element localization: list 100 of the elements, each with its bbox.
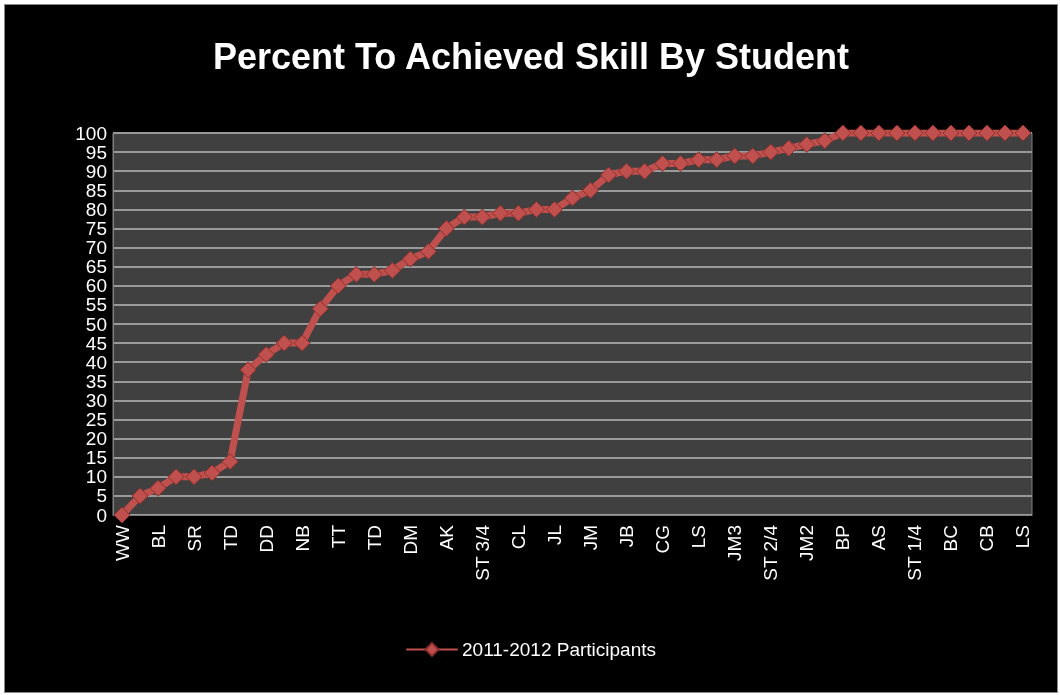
point [131, 487, 149, 505]
y-tick-label: 0 [96, 504, 107, 526]
x-tick-label: WW [111, 524, 133, 561]
point [311, 300, 329, 318]
y-tick-label: 35 [85, 370, 107, 392]
y-tick-label: 80 [85, 198, 107, 220]
point [600, 166, 618, 184]
point [906, 124, 924, 142]
x-tick-label: ST 3/4 [471, 524, 493, 581]
point [780, 139, 798, 157]
chart-title: Percent To Achieved Skill By Student [212, 35, 850, 77]
point [762, 143, 780, 161]
x-tick-label: JB [616, 525, 638, 548]
x-tick-label: BP [832, 525, 854, 551]
point [798, 135, 816, 153]
point [491, 204, 509, 222]
point [654, 155, 672, 173]
point [870, 124, 888, 142]
point [978, 124, 996, 142]
point [185, 468, 203, 486]
y-tick-label: 65 [85, 256, 107, 278]
point [509, 204, 527, 222]
point [113, 506, 131, 524]
x-tick-label: AS [868, 525, 890, 551]
x-tick-label: ST 2/4 [760, 524, 782, 581]
x-tick-label: CG [652, 525, 674, 554]
point [473, 208, 491, 226]
point [545, 200, 563, 218]
y-tick-label: 40 [85, 351, 107, 373]
x-tick-label: JM3 [724, 525, 746, 561]
x-tick-label: TT [327, 524, 349, 549]
point [275, 334, 293, 352]
y-tick-label: 10 [85, 466, 107, 488]
point [437, 220, 455, 237]
point [852, 124, 870, 142]
point [419, 242, 437, 260]
point [672, 155, 690, 173]
x-tick-label: BC [940, 525, 962, 552]
y-tick-label: 95 [85, 141, 107, 163]
point [744, 147, 762, 165]
point [149, 479, 167, 497]
x-tick-label: SR [183, 525, 205, 552]
point [996, 124, 1014, 142]
point [582, 181, 600, 199]
y-tick-label: 90 [85, 160, 107, 182]
point [708, 151, 726, 169]
x-tick-label: BL [147, 525, 169, 549]
y-tick-label: 30 [85, 389, 107, 411]
y-tick-label: 45 [85, 332, 107, 354]
point [888, 124, 906, 142]
legend-label: 2011-2012 Participants [462, 639, 656, 660]
y-tick-label: 5 [96, 485, 107, 507]
x-tick-label: JM2 [796, 525, 818, 561]
x-tick-label: JM [580, 525, 602, 551]
point [365, 265, 383, 283]
point [401, 250, 419, 268]
x-tick-label: CL [507, 525, 529, 550]
x-tick-label: CB [976, 525, 998, 552]
y-tick-label: 15 [85, 447, 107, 469]
point [942, 124, 960, 142]
point [455, 208, 473, 226]
x-tick-label: JL [543, 525, 565, 546]
y-tick-label: 50 [85, 313, 107, 335]
point [834, 124, 852, 142]
y-tick-label: 70 [85, 237, 107, 259]
point [347, 265, 365, 283]
point [618, 162, 636, 180]
point [816, 132, 834, 150]
point [1014, 124, 1032, 142]
x-tick-label: ST 1/4 [904, 524, 926, 581]
y-tick-label: 20 [85, 428, 107, 450]
x-tick-label: LS [1012, 525, 1034, 549]
point [726, 147, 744, 165]
point [167, 468, 185, 486]
point [293, 334, 311, 352]
y-tick-label: 55 [85, 294, 107, 316]
point [924, 124, 942, 142]
x-tick-label: TD [363, 525, 385, 551]
point [636, 162, 654, 180]
x-tick-label: DM [399, 525, 421, 555]
point [527, 200, 545, 218]
y-tick-label: 75 [85, 218, 107, 239]
x-tick-label: LS [688, 525, 710, 549]
y-tick-label: 25 [85, 409, 107, 430]
point [960, 124, 978, 142]
x-tick-label: AK [435, 524, 457, 551]
point [257, 346, 275, 364]
point [383, 262, 401, 280]
y-tick-label: 85 [85, 179, 107, 201]
point [329, 277, 347, 295]
x-tick-label: DD [255, 525, 277, 553]
point [690, 151, 708, 169]
y-tick-label: 60 [85, 275, 107, 297]
point [221, 453, 239, 471]
x-tick-label: NB [291, 525, 313, 552]
point [239, 361, 257, 379]
point [564, 189, 581, 207]
point [203, 464, 221, 482]
x-tick-label: TD [219, 525, 241, 551]
y-tick-label: 100 [75, 122, 107, 144]
